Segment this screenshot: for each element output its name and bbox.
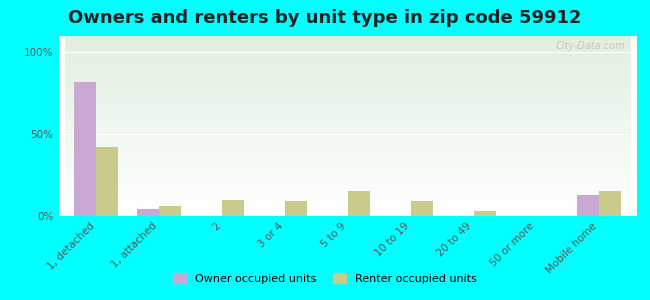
Bar <box>159 206 181 216</box>
Text: Owners and renters by unit type in zip code 59912: Owners and renters by unit type in zip c… <box>68 9 582 27</box>
Bar <box>285 201 307 216</box>
Bar <box>222 200 244 216</box>
Bar <box>473 211 495 216</box>
Bar <box>411 201 433 216</box>
Bar <box>96 147 118 216</box>
Bar <box>74 82 96 216</box>
Bar <box>137 209 159 216</box>
Bar <box>599 191 621 216</box>
Legend: Owner occupied units, Renter occupied units: Owner occupied units, Renter occupied un… <box>168 269 482 288</box>
Bar <box>348 191 370 216</box>
Text: City-Data.com: City-Data.com <box>556 41 625 51</box>
Bar <box>577 195 599 216</box>
